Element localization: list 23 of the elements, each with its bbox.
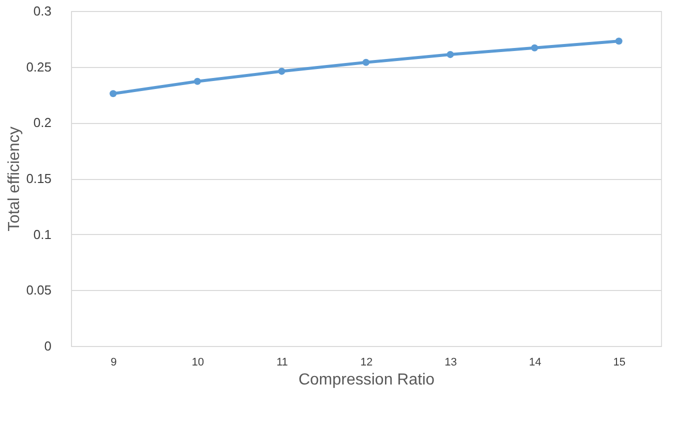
y-tick-label: 0.1 (33, 226, 52, 242)
y-tick-label: 0.15 (26, 171, 52, 186)
point (446, 51, 454, 58)
x-tick-label: 10 (192, 356, 204, 368)
point (615, 38, 622, 45)
y-tick-label: 0.2 (33, 115, 52, 130)
point (278, 68, 286, 75)
y-axis-title: Total efficiency (6, 126, 24, 232)
x-tick-label: 14 (528, 356, 542, 368)
point (362, 58, 370, 66)
x-tick-label: 9 (110, 356, 117, 368)
x-tick-label: 13 (444, 356, 457, 368)
x-tick-label: 11 (276, 356, 288, 368)
x-tick-label: 12 (360, 356, 373, 368)
point (194, 78, 201, 85)
y-tick-label: 0.3 (33, 4, 52, 18)
y-tick-label: 0 (44, 338, 52, 354)
point (110, 90, 117, 98)
x-tick-label: 15 (613, 356, 626, 368)
y-tick-label: 0.05 (26, 282, 52, 298)
y-tick-label: 0.25 (26, 59, 52, 74)
point (531, 44, 538, 52)
x-axis-title: Compression Ratio (298, 372, 435, 388)
